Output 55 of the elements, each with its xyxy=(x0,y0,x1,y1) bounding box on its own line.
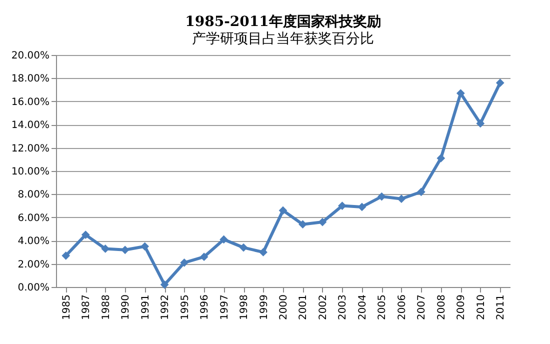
point xyxy=(278,206,288,215)
x-tick-label: 2007 xyxy=(416,294,428,320)
point xyxy=(220,235,228,244)
y-tick-label: 2.00% xyxy=(18,259,50,270)
point xyxy=(416,188,426,196)
point xyxy=(180,258,188,267)
x-tick-label: 2001 xyxy=(298,294,310,320)
x-tick-label: 2005 xyxy=(377,294,388,320)
x-tick-label: 2009 xyxy=(456,294,468,320)
y-tick-label: 0.00% xyxy=(18,282,50,294)
x-tick-label: 1997 xyxy=(219,294,230,320)
y-tick-label: 4.00% xyxy=(18,236,50,248)
y-tick-label: 6.00% xyxy=(18,212,50,224)
x-tick-label: 1999 xyxy=(258,294,270,320)
point xyxy=(140,242,150,251)
point xyxy=(259,248,268,256)
x-tick-label: 2008 xyxy=(436,294,448,320)
point xyxy=(298,220,307,229)
point xyxy=(318,218,327,226)
y-tick-label: 18.00% xyxy=(11,74,50,85)
x-tick-label: 1995 xyxy=(180,294,191,320)
point xyxy=(239,243,248,252)
x-tick-label: 2004 xyxy=(357,294,368,320)
point xyxy=(496,78,504,88)
y-tick-label: 8.00% xyxy=(18,190,50,201)
x-tick-label: 1991 xyxy=(140,294,152,320)
point xyxy=(81,230,90,239)
point xyxy=(200,252,208,262)
x-tick-label: 2011 xyxy=(496,294,507,320)
x-tick-label: 2002 xyxy=(318,294,329,320)
x-tick-label: 2010 xyxy=(476,294,487,320)
x-tick-label: 2006 xyxy=(396,294,408,320)
point xyxy=(62,251,70,260)
point xyxy=(456,89,465,98)
x-tick-label: 1996 xyxy=(200,294,211,320)
x-tick-label: 1988 xyxy=(100,294,112,320)
point xyxy=(358,202,366,212)
chart-subtitle: 产学研项目占当年获奖百分比 xyxy=(192,31,374,47)
x-tick-label: 1985 xyxy=(61,294,72,320)
x-tick-label: 1992 xyxy=(160,294,172,320)
point xyxy=(476,119,485,128)
point xyxy=(378,192,386,201)
point xyxy=(160,280,169,289)
chart-title: 1985-2011年度国家科技奖励 xyxy=(185,13,381,30)
y-tick-label: 12.00% xyxy=(11,143,50,154)
y-tick-label: 16.00% xyxy=(11,96,50,108)
y-tick-label: 10.00% xyxy=(11,166,50,178)
x-tick-label: 1998 xyxy=(239,294,250,320)
x-tick-label: 2000 xyxy=(278,294,290,320)
y-tick-label: 20.00% xyxy=(11,50,50,62)
x-tick-label: 1990 xyxy=(120,294,132,320)
x-tick-label: 2003 xyxy=(338,294,349,320)
y-tick-label: 14.00% xyxy=(11,120,50,132)
x-tick-label: 1987 xyxy=(81,294,92,320)
point xyxy=(436,154,446,162)
